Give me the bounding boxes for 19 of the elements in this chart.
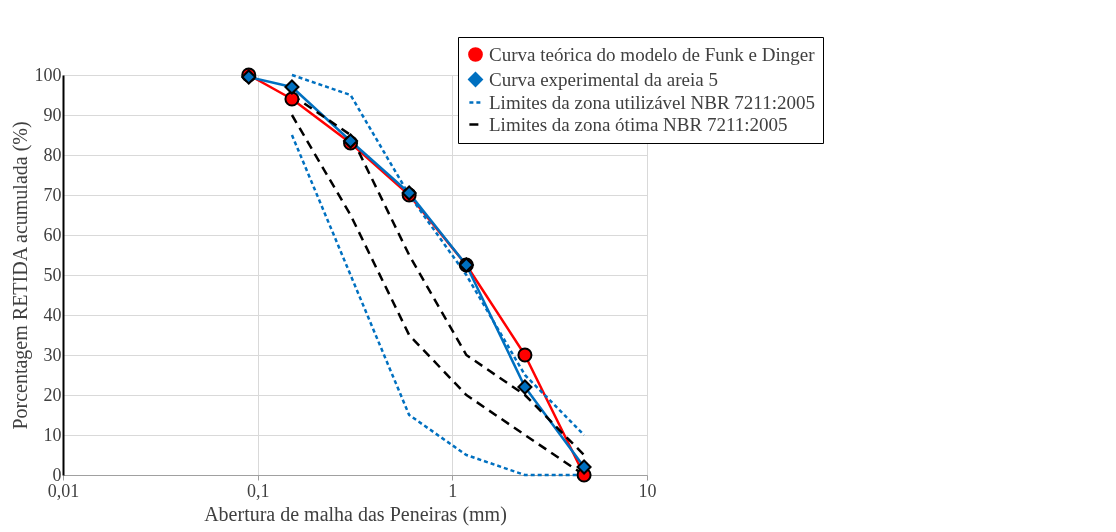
x-tick-label: 10 (638, 480, 657, 501)
y-tick-label: 100 (34, 64, 62, 85)
y-tick-label: 80 (43, 144, 62, 165)
legend-label: Limites da zona ótima NBR 7211:2005 (489, 113, 788, 135)
y-axis-title: Porcentagem RETIDA acumulada (%) (8, 121, 32, 430)
y-tick-label: 70 (43, 184, 62, 205)
y-tick-label: 90 (43, 104, 62, 125)
legend-label: Curva experimental da areia 5 (489, 68, 718, 90)
y-tick-label: 50 (43, 264, 62, 285)
x-tick-label: 1 (448, 480, 458, 501)
y-tick-label: 30 (43, 344, 62, 365)
x-axis-title: Abertura de malha das Peneiras (mm) (204, 502, 507, 526)
y-tick-label: 60 (43, 224, 62, 245)
y-tick-label: 20 (43, 384, 62, 405)
y-tick-label: 10 (43, 424, 62, 445)
y-tick-label: 40 (43, 304, 62, 325)
legend-label: Limites da zona utilizável NBR 7211:2005 (489, 91, 815, 113)
x-tick-label: 0,1 (246, 480, 270, 501)
legend-label: Curva teórica do modelo de Funk e Dinger (489, 43, 816, 65)
